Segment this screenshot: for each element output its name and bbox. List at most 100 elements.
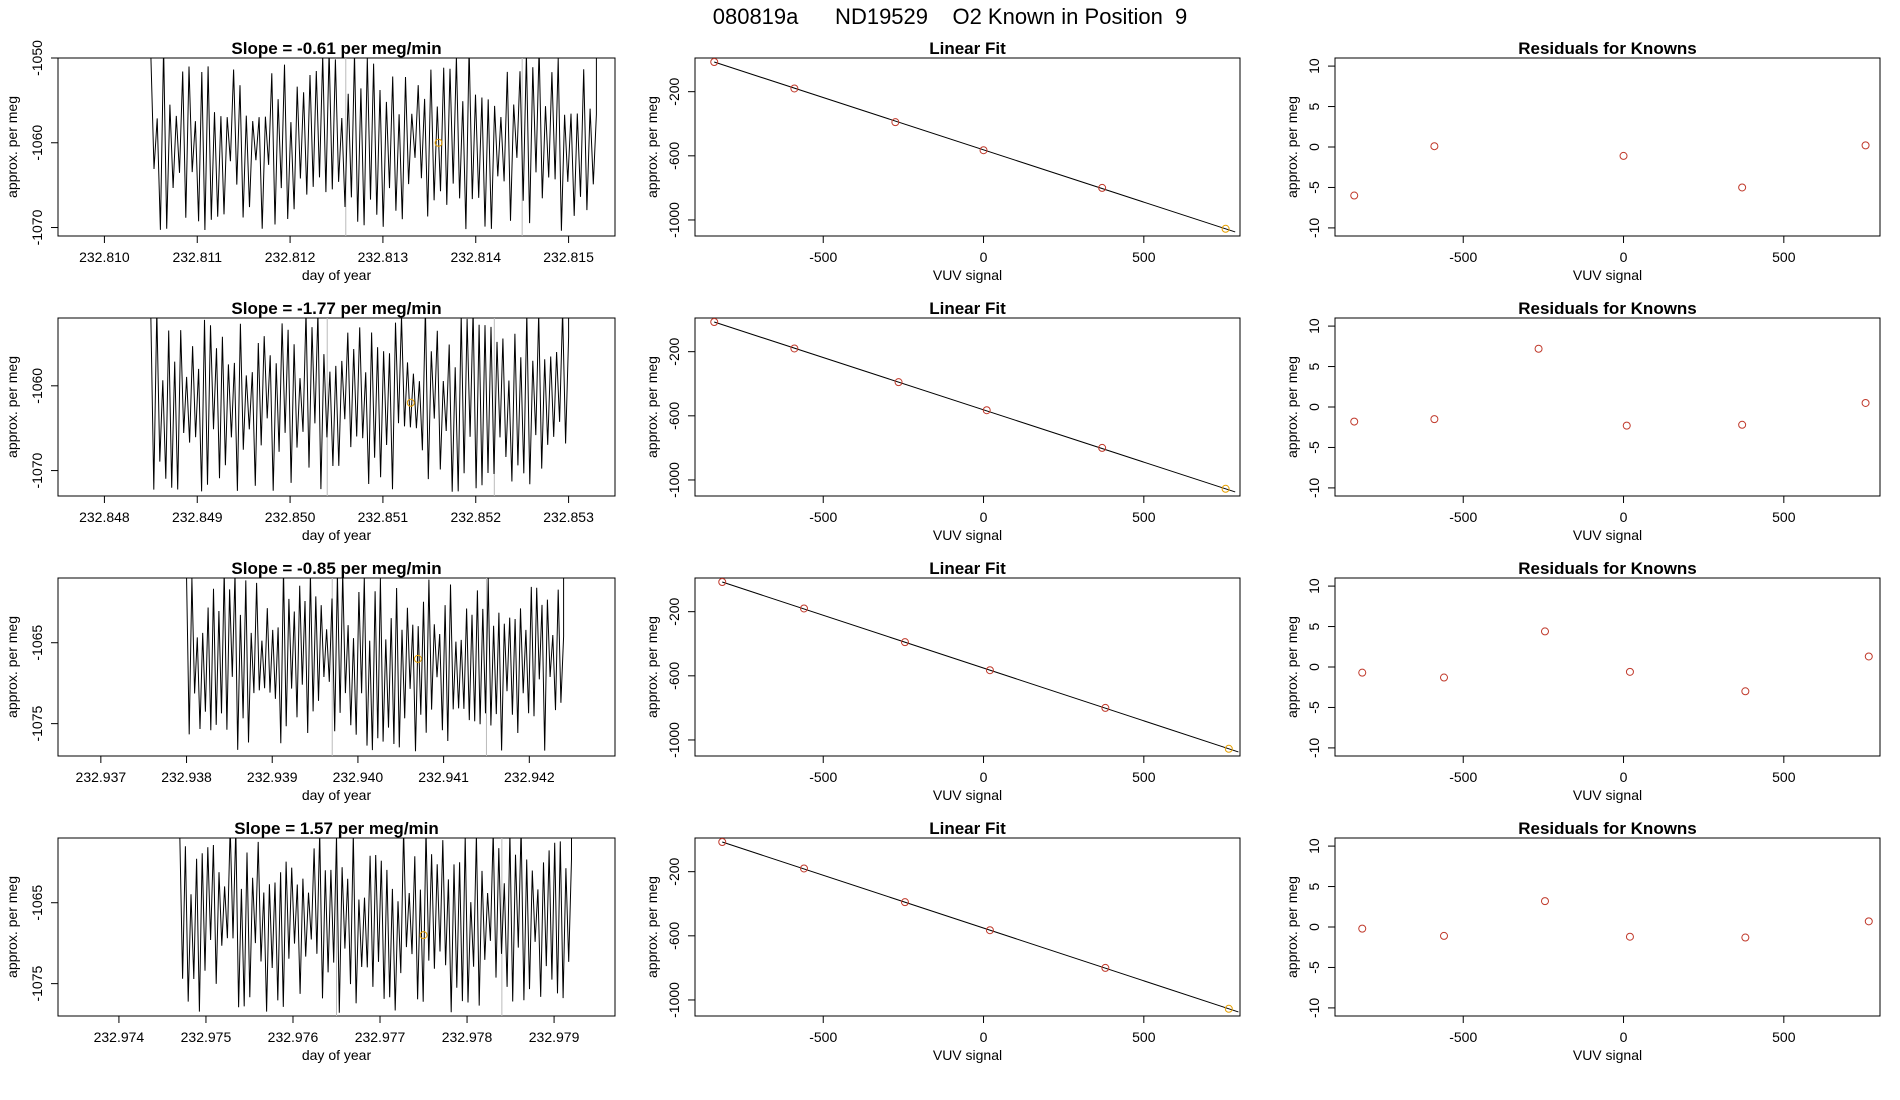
y-tick-label: 0 (1306, 923, 1322, 931)
time-series-frame (57, 57, 616, 237)
y-tick-label: -5 (1306, 181, 1322, 194)
y-tick-label: -200 (666, 857, 682, 885)
time-series-line (150, 318, 570, 492)
y-tick-label: -1000 (666, 722, 682, 758)
residual-point (1861, 141, 1870, 150)
time-series-frame (57, 317, 616, 497)
fit-point (1101, 703, 1110, 712)
x-tick-label: 0 (980, 769, 988, 785)
y-axis-label: approx. per meg (1284, 356, 1300, 458)
fit-point (1221, 224, 1230, 233)
fit-point (718, 578, 727, 587)
residual-point (1350, 191, 1359, 200)
residual-point (1619, 151, 1628, 160)
fit-point (710, 58, 719, 67)
fit-point (710, 318, 719, 327)
x-axis-label: VUV signal (1573, 267, 1642, 283)
residual-point (1440, 931, 1448, 940)
x-tick-label: 232.940 (333, 769, 384, 785)
residuals-title: Residuals for Knowns (1518, 39, 1697, 58)
fit-point (1224, 744, 1233, 753)
y-tick-label: 5 (1306, 622, 1322, 630)
x-tick-label: 0 (1620, 509, 1628, 525)
residuals-title: Residuals for Knowns (1518, 559, 1697, 578)
fit-line (722, 581, 1239, 753)
y-tick-label: -1000 (666, 202, 682, 238)
y-axis-label: approx. per meg (4, 96, 20, 198)
x-tick-label: 232.939 (247, 769, 298, 785)
x-tick-label: 0 (1620, 1029, 1628, 1045)
y-tick-label: -1000 (666, 982, 682, 1018)
x-axis-label: VUV signal (933, 787, 1002, 803)
x-tick-label: -500 (1449, 509, 1477, 525)
x-tick-label: 232.810 (79, 249, 130, 265)
fit-point (982, 406, 991, 415)
y-tick-label: 5 (1306, 882, 1322, 890)
slope-title: Slope = -0.85 per meg/min (231, 559, 441, 578)
y-tick-label: -1065 (29, 885, 45, 921)
residual-point (1741, 687, 1750, 696)
x-axis-label: VUV signal (933, 527, 1002, 543)
fit-point (1101, 963, 1110, 972)
time-series-line (179, 838, 572, 1013)
x-axis-label: VUV signal (933, 267, 1002, 283)
residual-point (1738, 420, 1747, 429)
time-series-point (406, 398, 415, 407)
x-tick-label: 500 (1132, 249, 1156, 265)
x-tick-label: 232.979 (529, 1029, 580, 1045)
x-tick-label: 232.974 (94, 1029, 145, 1045)
y-tick-label: -1070 (29, 452, 45, 488)
x-tick-label: -500 (809, 1029, 837, 1045)
fit-line (714, 61, 1236, 233)
x-tick-label: 500 (1132, 509, 1156, 525)
x-tick-label: 232.849 (172, 509, 223, 525)
residuals-frame (1334, 837, 1881, 1017)
y-tick-label: -200 (666, 597, 682, 625)
x-tick-label: 232.812 (265, 249, 316, 265)
y-tick-label: -1075 (29, 706, 45, 742)
y-tick-label: -1000 (666, 462, 682, 498)
x-tick-label: -500 (1449, 249, 1477, 265)
y-axis-label: approx. per meg (644, 876, 660, 978)
x-tick-label: 232.851 (358, 509, 409, 525)
x-axis-label: day of year (302, 1047, 372, 1063)
x-tick-label: 500 (1132, 1029, 1156, 1045)
y-tick-label: -5 (1306, 961, 1322, 974)
fit-line (714, 321, 1236, 493)
residuals-frame (1334, 57, 1881, 237)
x-tick-label: 500 (1772, 769, 1796, 785)
x-tick-label: 0 (1620, 249, 1628, 265)
residual-point (1534, 344, 1543, 353)
fit-point (985, 666, 994, 675)
residuals-title: Residuals for Knowns (1518, 299, 1697, 318)
x-tick-label: 232.937 (76, 769, 127, 785)
y-axis-label: approx. per meg (644, 96, 660, 198)
y-axis-label: approx. per meg (1284, 876, 1300, 978)
x-tick-label: 232.850 (265, 509, 316, 525)
time-series-line (150, 58, 597, 231)
x-tick-label: -500 (1449, 769, 1477, 785)
y-tick-label: -1050 (29, 40, 45, 76)
residual-point (1440, 673, 1448, 682)
fit-point (900, 898, 909, 907)
x-tick-label: 232.814 (450, 249, 501, 265)
fit-line (722, 841, 1239, 1013)
time-series-point (434, 138, 443, 147)
residual-point (1738, 183, 1747, 192)
y-tick-label: 0 (1306, 403, 1322, 411)
x-tick-label: -500 (809, 769, 837, 785)
linear-fit-title: Linear Fit (929, 299, 1006, 318)
y-tick-label: 0 (1306, 143, 1322, 151)
x-axis-label: VUV signal (1573, 1047, 1642, 1063)
residual-point (1540, 627, 1549, 636)
x-tick-label: 500 (1772, 509, 1796, 525)
y-tick-label: -1065 (29, 625, 45, 661)
x-tick-label: 232.977 (355, 1029, 406, 1045)
fit-point (718, 838, 727, 847)
residual-point (1430, 415, 1439, 424)
y-tick-label: 10 (1306, 58, 1322, 74)
residuals-title: Residuals for Knowns (1518, 819, 1697, 838)
residual-point (1540, 897, 1549, 906)
fit-point (894, 378, 903, 387)
